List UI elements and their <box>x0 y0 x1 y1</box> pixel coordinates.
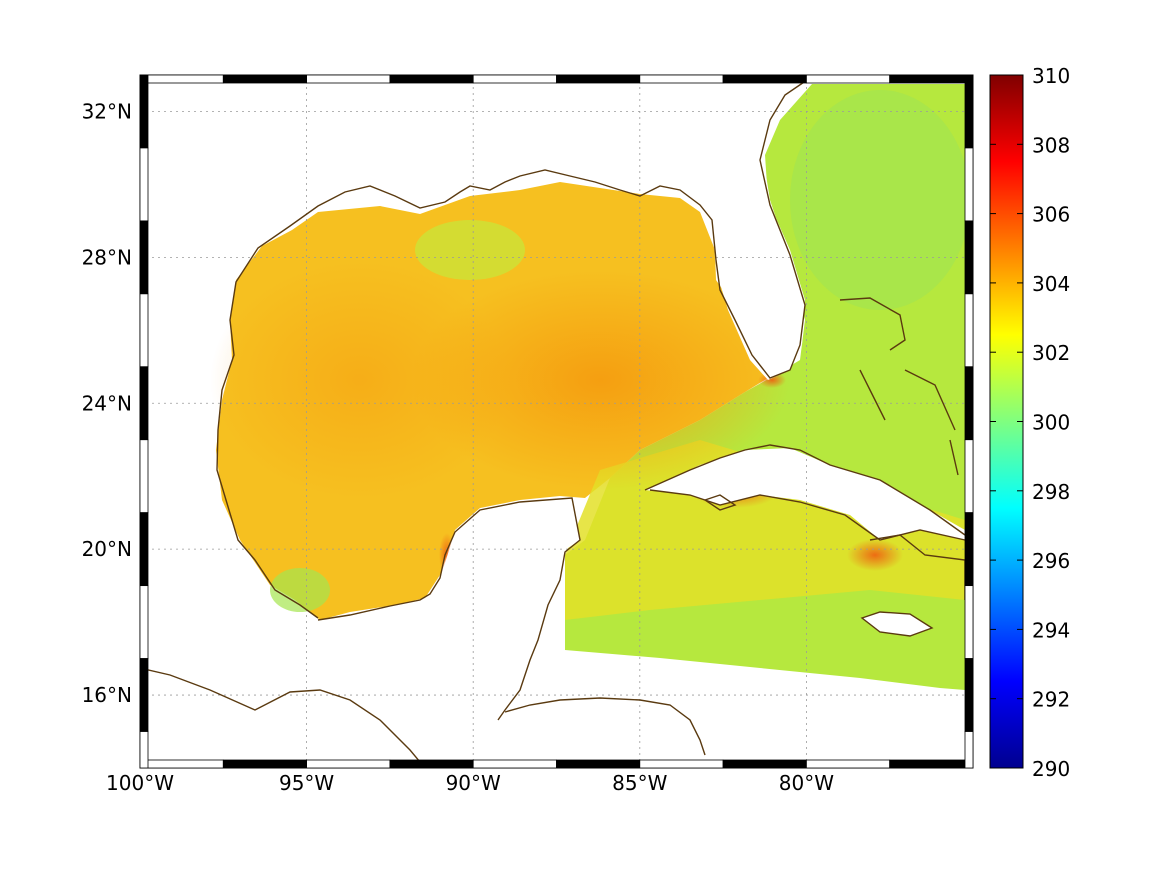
frame-left-segment-3 <box>139 293 149 368</box>
colorbar: 310 308 306 304 302 300 298 296 294 292 290 <box>989 64 1070 781</box>
colorbar-tick-label-2: 306 <box>1032 203 1070 227</box>
hotspot-haiti <box>847 539 903 571</box>
florida-land <box>700 75 820 380</box>
longitude-tick-labels: 100°W 95°W 90°W 85°W 80°W <box>106 771 834 795</box>
frame-left-segment-1 <box>139 147 149 222</box>
honduras-coast <box>504 697 706 756</box>
cuba-coast <box>644 444 966 541</box>
latitude-tick-label-1: 28°N <box>82 245 132 269</box>
frame-bottom-segment-6 <box>639 759 724 769</box>
colorbar-tick-label-3: 304 <box>1032 272 1070 296</box>
colorbar-tick-label-10: 290 <box>1032 757 1070 781</box>
colorbar-ticks: 310 308 306 304 302 300 298 296 294 292 290 <box>990 64 1070 781</box>
latitude-tick-label-0: 32°N <box>82 99 132 123</box>
longitude-tick-label-0: 100°W <box>106 771 174 795</box>
frame-left-segment-7 <box>139 585 149 659</box>
frame-bottom-segment-3 <box>389 759 474 769</box>
latitude-tick-label-3: 20°N <box>82 537 132 561</box>
frame-bottom-segment-2 <box>306 759 391 769</box>
frame-bottom-segment-0 <box>139 759 224 769</box>
frame-right-segment-7 <box>964 585 974 659</box>
frame-top-segment-6 <box>639 74 724 84</box>
longitude-tick-label-2: 90°W <box>446 771 501 795</box>
frame-left-segment-2 <box>139 220 149 295</box>
frame-left-segment-9 <box>139 731 149 769</box>
frame-bottom-segment-7 <box>722 759 807 769</box>
colorbar-tick-label-7: 296 <box>1032 549 1070 573</box>
warm-core-anomaly <box>410 270 790 490</box>
frame-right-segment-5 <box>964 439 974 514</box>
longitude-tick-label-4: 80°W <box>779 771 834 795</box>
latitude-tick-label-4: 16°N <box>82 683 132 707</box>
warm-core-anomaly-west <box>210 260 510 500</box>
frame-top-segment-0 <box>139 74 224 84</box>
jamaica-land <box>862 612 932 636</box>
frame-right-segment-2 <box>964 220 974 295</box>
frame-bottom-segment-5 <box>556 759 641 769</box>
frame-bottom-segment-8 <box>806 759 891 769</box>
colorbar-tick-label-5: 300 <box>1032 411 1070 435</box>
bahamas-coast <box>839 297 959 476</box>
colorbar-tick-label-9: 292 <box>1032 688 1070 712</box>
frame-top-segment-8 <box>806 74 891 84</box>
map-frame <box>139 74 974 769</box>
longitude-tick-label-3: 85°W <box>612 771 667 795</box>
frame-bottom-segment-4 <box>472 759 557 769</box>
coastlines <box>140 77 966 768</box>
frame-top-segment-7 <box>722 74 807 84</box>
longitude-tick-label-1: 95°W <box>279 771 334 795</box>
frame-left-segment-5 <box>139 439 149 514</box>
frame-left-segment-8 <box>139 658 149 732</box>
frame-right-segment-4 <box>964 366 974 441</box>
frame-right-segment-1 <box>964 147 974 222</box>
frame-bottom-segment-1 <box>222 759 308 769</box>
colorbar-tick-label-8: 294 <box>1032 618 1070 642</box>
frame-right-segment-6 <box>964 512 974 587</box>
cool-shelf-patch-east <box>790 90 970 310</box>
latitude-tick-label-2: 24°N <box>82 391 132 415</box>
frame-top-segment-2 <box>306 74 391 84</box>
frame-right-segment-0 <box>964 74 974 149</box>
frame-top-segment-5 <box>556 74 641 84</box>
frame-right-segment-8 <box>964 658 974 732</box>
colorbar-tick-label-4: 302 <box>1032 341 1070 365</box>
frame-top-segment-1 <box>222 74 308 84</box>
frame-right-segment-3 <box>964 293 974 368</box>
central-america-coast <box>140 667 426 768</box>
mexico-coast <box>317 497 581 721</box>
frame-left-segment-6 <box>139 512 149 587</box>
cool-shelf-patch-sw <box>270 568 330 612</box>
jamaica-coast <box>860 611 934 637</box>
frame-bottom-segment-9 <box>889 759 974 769</box>
isle-of-youth-coast <box>703 494 737 511</box>
frame-top-segment-9 <box>889 74 974 84</box>
colorbar-tick-label-6: 298 <box>1032 480 1070 504</box>
cuba-land <box>645 448 965 540</box>
yucatan-land <box>430 498 580 768</box>
graticule <box>140 75 973 768</box>
cool-shelf-patch <box>415 220 525 280</box>
frame-top-segment-4 <box>472 74 557 84</box>
frame-top-segment-3 <box>389 74 474 84</box>
frame-left-segment-0 <box>139 74 149 149</box>
frame-right-segment-9 <box>964 731 974 769</box>
gulf-coast-us <box>216 77 811 619</box>
latitude-tick-labels: 32°N 28°N 24°N 20°N 16°N <box>82 99 132 707</box>
colorbar-tick-label-1: 308 <box>1032 133 1070 157</box>
frame-left-segment-4 <box>139 366 149 441</box>
map-plot-area <box>140 75 973 768</box>
colorbar-tick-label-0: 310 <box>1032 64 1070 88</box>
